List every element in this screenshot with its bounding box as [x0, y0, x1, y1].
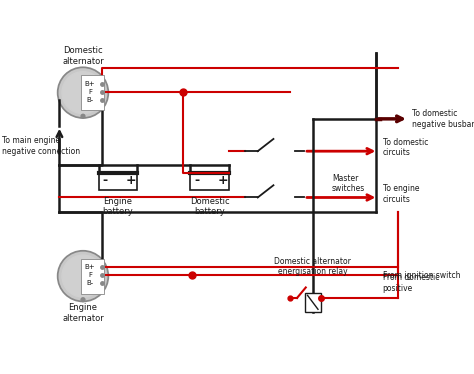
Text: Engine
battery: Engine battery: [102, 197, 133, 216]
Text: +: +: [126, 174, 137, 187]
Text: Domestic alternator
energisation relay: Domestic alternator energisation relay: [274, 257, 351, 276]
Text: Domestic
battery: Domestic battery: [190, 197, 229, 216]
Text: To domestic
negative busbar: To domestic negative busbar: [412, 109, 474, 129]
Text: To main engine
negative connection: To main engine negative connection: [2, 136, 80, 156]
Text: F: F: [88, 89, 92, 95]
Bar: [81, 259, 104, 294]
Text: Master
switches: Master switches: [332, 174, 365, 193]
Circle shape: [57, 250, 109, 302]
Text: B-: B-: [86, 96, 93, 102]
Text: B+: B+: [85, 81, 95, 87]
Text: Engine
alternator: Engine alternator: [62, 303, 104, 323]
Circle shape: [58, 252, 108, 301]
Circle shape: [62, 255, 104, 297]
Text: B-: B-: [86, 280, 93, 286]
Bar: [305, 293, 320, 312]
Circle shape: [62, 72, 104, 114]
Circle shape: [58, 68, 108, 117]
Text: To domestic
circuits: To domestic circuits: [383, 138, 428, 157]
Circle shape: [81, 297, 86, 302]
Text: Domestic
alternator: Domestic alternator: [62, 46, 104, 65]
Text: F: F: [88, 272, 92, 278]
Text: -: -: [102, 174, 108, 187]
Circle shape: [57, 67, 109, 119]
Bar: [81, 75, 104, 110]
Text: B+: B+: [85, 264, 95, 270]
Text: To engine
circuits: To engine circuits: [383, 184, 419, 204]
Circle shape: [81, 114, 86, 119]
Text: -: -: [194, 174, 199, 187]
Text: From ignition switch: From ignition switch: [383, 271, 460, 280]
Bar: [191, 173, 229, 190]
Bar: [99, 173, 137, 190]
Text: From domestic
positive: From domestic positive: [383, 273, 439, 293]
Text: +: +: [218, 174, 228, 187]
